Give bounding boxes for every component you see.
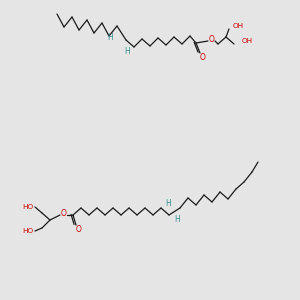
Text: O: O <box>200 52 206 62</box>
Text: HO: HO <box>22 228 34 234</box>
Text: HO: HO <box>22 204 34 210</box>
Text: H: H <box>165 199 171 208</box>
Text: O: O <box>209 34 215 43</box>
Text: H: H <box>174 214 180 224</box>
Text: O: O <box>76 224 82 233</box>
Text: OH: OH <box>233 23 244 29</box>
Text: O: O <box>61 208 67 217</box>
Text: H: H <box>107 34 113 43</box>
Text: OH: OH <box>242 38 253 44</box>
Text: H: H <box>124 47 130 56</box>
